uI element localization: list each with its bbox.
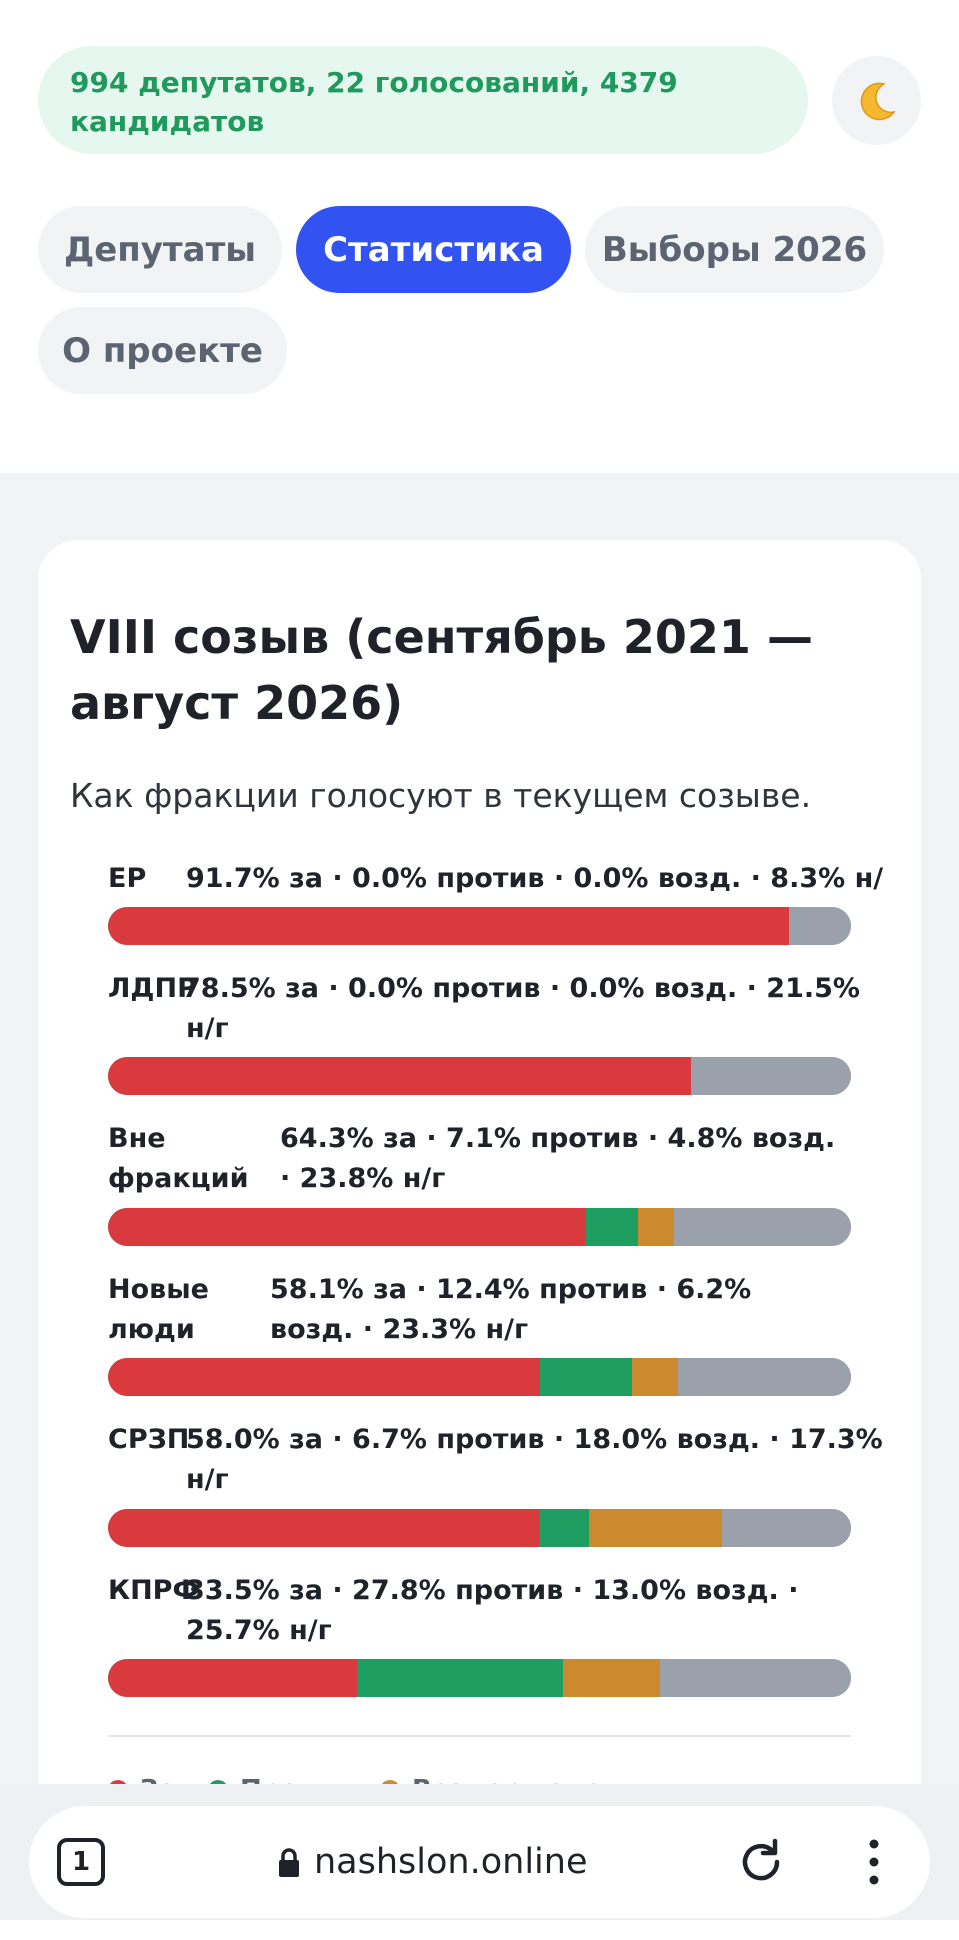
browser-address-bar[interactable] (29, 1806, 930, 1918)
faction-stats: 33.5% за · 27.8% против · 13.0% возд. · … (186, 1575, 799, 1646)
faction-stats: 78.5% за · 0.0% против · 0.0% возд. · 21… (182, 973, 860, 1044)
site-header: 994 депутатов, 22 голосований, 4379 канд… (0, 0, 959, 473)
bar-segment-protiv (539, 1358, 632, 1396)
faction-stats: 64.3% за · 7.1% против · 4.8% возд. · 23… (280, 1123, 836, 1194)
faction-stats: 58.1% за · 12.4% против · 6.2% возд. · 2… (270, 1274, 752, 1345)
bar-segment-za (108, 1208, 586, 1246)
bar-segment-vozd (563, 1659, 661, 1697)
url-text[interactable]: nashslon.online (314, 1842, 588, 1882)
moon-icon (860, 82, 896, 120)
faction-vote-bar (108, 1659, 851, 1697)
lock-icon (279, 1848, 299, 1877)
faction-name: Новые люди (108, 1274, 209, 1345)
tab-count: 1 (71, 1847, 91, 1877)
tab-statistics[interactable]: Статистика (296, 206, 571, 293)
bar-segment-protiv (538, 1509, 589, 1547)
faction-name: КПРФ (108, 1575, 200, 1606)
tab-about[interactable]: О проекте (38, 307, 287, 394)
tab-elections-2026[interactable]: Выборы 2026 (585, 206, 884, 293)
faction-vote-bar (108, 1358, 851, 1396)
bar-segment-protiv (356, 1659, 564, 1697)
faction-vote-bar (108, 1057, 851, 1095)
site-stats-badge: 994 депутатов, 22 голосований, 4379 канд… (38, 46, 808, 154)
bar-segment-za (108, 1659, 357, 1697)
card-subtitle: Как фракции голосуют в текущем созыве. (70, 776, 812, 815)
faction-vote-bar (108, 1208, 851, 1246)
faction-name: СРЗП (108, 1424, 190, 1455)
bar-segment-za (108, 1057, 692, 1095)
bar-segment-ng (674, 1208, 851, 1246)
faction-name: ЕР (108, 863, 147, 894)
bar-segment-vozd (631, 1358, 678, 1396)
bar-segment-za (108, 1509, 539, 1547)
bar-segment-ng (722, 1509, 851, 1547)
faction-vote-bar (108, 907, 851, 945)
faction-name: ЛДПР (108, 973, 197, 1004)
bar-segment-vozd (638, 1208, 675, 1246)
bar-segment-za (108, 907, 790, 945)
faction-stats: 58.0% за · 6.7% против · 18.0% возд. · 1… (186, 1424, 883, 1495)
faction-name: Вне фракций (108, 1123, 249, 1194)
bar-segment-ng (660, 1659, 851, 1697)
bar-segment-ng (789, 907, 851, 945)
tab-deputies[interactable]: Депутаты (38, 206, 282, 293)
card-divider (108, 1735, 851, 1737)
card-title: VIII созыв (сентябрь 2021 — август 2026) (70, 610, 813, 730)
more-vert-icon[interactable] (858, 1836, 890, 1888)
bar-segment-ng (691, 1057, 851, 1095)
bar-segment-vozd (588, 1509, 723, 1547)
bar-segment-ng (677, 1358, 851, 1396)
theme-toggle-button[interactable] (832, 56, 921, 145)
reload-icon[interactable] (735, 1836, 787, 1888)
bar-segment-protiv (585, 1208, 639, 1246)
tab-switcher-button[interactable]: 1 (57, 1838, 105, 1886)
bar-segment-za (108, 1358, 540, 1396)
faction-vote-bar (108, 1509, 851, 1547)
